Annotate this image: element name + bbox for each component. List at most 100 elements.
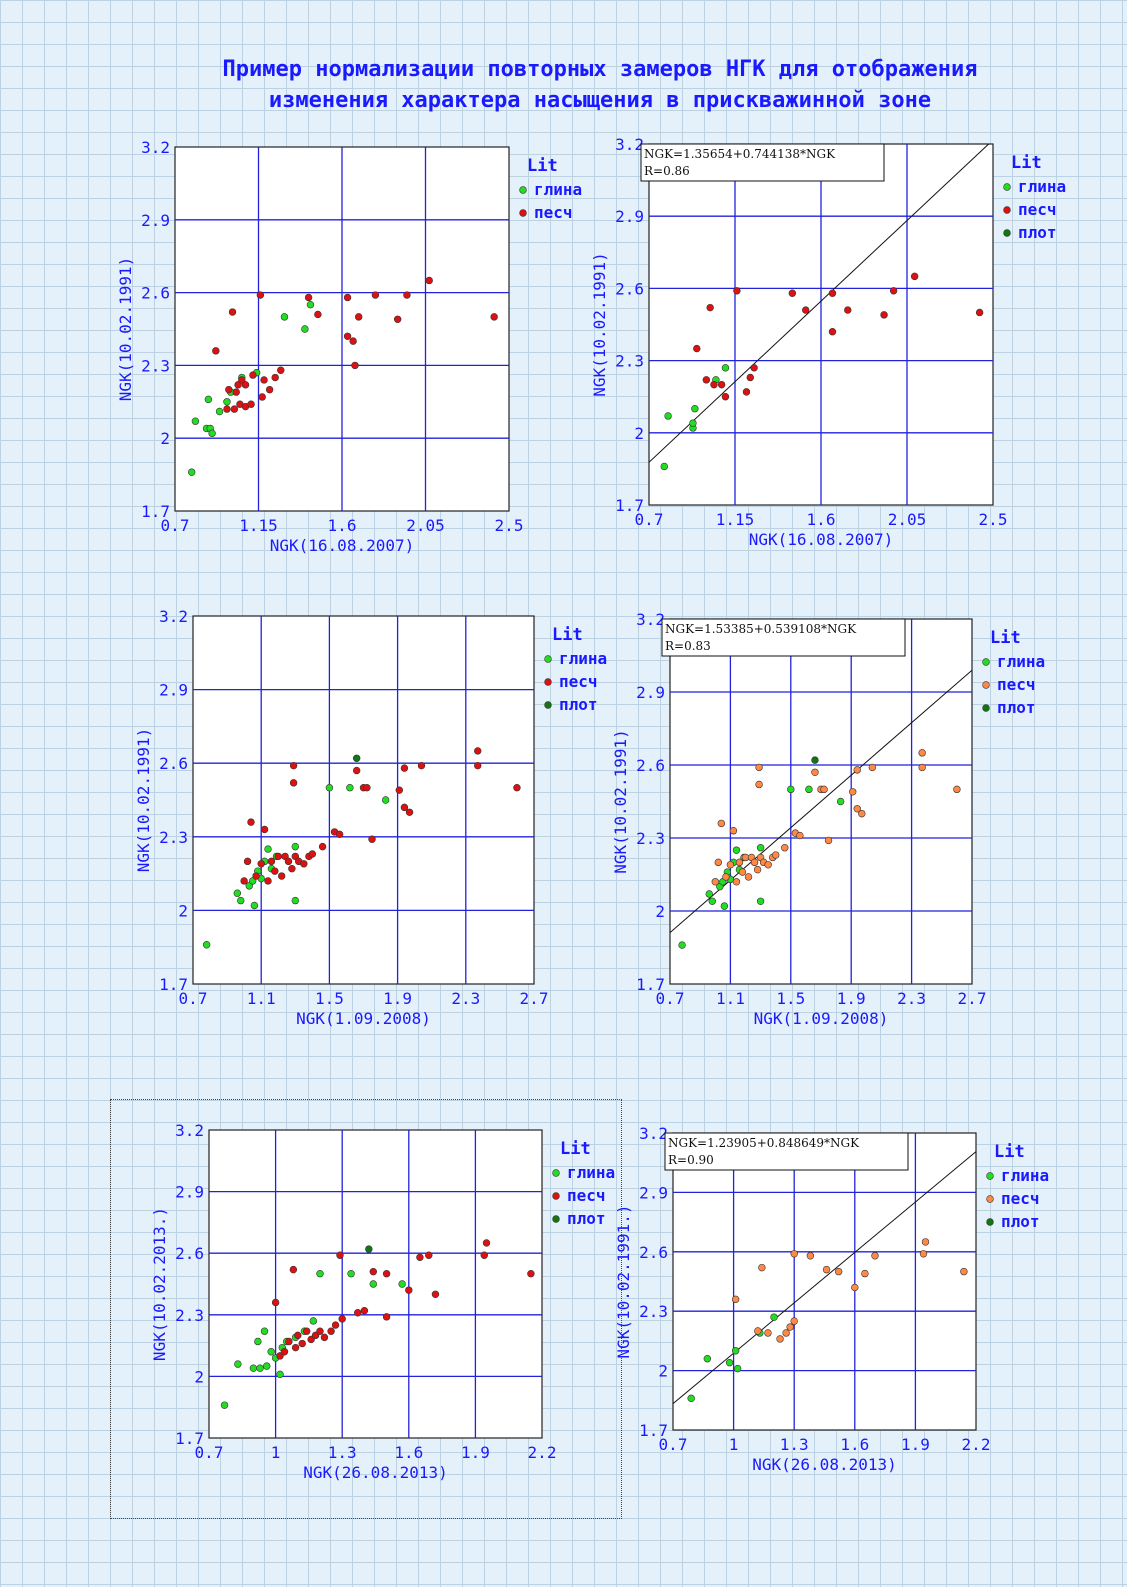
data-point-pesch: [298, 1339, 306, 1348]
y-tick-label: 1.7: [615, 496, 644, 515]
data-point-glina: [306, 301, 315, 309]
data-point-pesch: [212, 347, 220, 355]
data-point-glina: [725, 1358, 734, 1367]
data-point-glina: [687, 1394, 695, 1403]
legend-label: глина: [1001, 1166, 1049, 1185]
y-tick-label: 3.2: [639, 1124, 668, 1143]
legend-marker: [519, 186, 527, 194]
data-point-pesch: [369, 1267, 377, 1276]
data-point-glina: [660, 462, 668, 471]
y-tick-label: 3.2: [141, 138, 170, 157]
data-point-pesch: [264, 877, 272, 885]
data-point-pesch: [975, 308, 984, 317]
data-point-pesch: [363, 784, 371, 792]
legend-title: Lit: [994, 1142, 1025, 1162]
data-point-pesch: [858, 809, 866, 818]
data-point-pesch: [351, 361, 359, 370]
data-point-pesch: [742, 388, 751, 396]
data-point-pesch: [480, 1251, 488, 1259]
data-point-pesch: [822, 1265, 831, 1274]
equation-box: [640, 143, 885, 182]
data-point-pesch: [706, 303, 714, 312]
data-point-glina: [260, 1327, 269, 1335]
x-tick-label: 1: [729, 1435, 739, 1454]
legend-label: песч: [567, 1186, 606, 1205]
data-point-pesch: [721, 393, 730, 401]
data-point-pesch: [277, 366, 285, 374]
data-point-glina: [664, 412, 672, 420]
legend-marker: [986, 1172, 994, 1180]
y-tick-label: 2.3: [639, 1302, 668, 1321]
y-tick-label: 2.9: [636, 683, 665, 702]
data-point-pesch: [247, 400, 255, 408]
data-point-glina: [346, 784, 354, 792]
x-tick-label: 2.7: [958, 989, 987, 1008]
y-tick-label: 2.3: [615, 352, 644, 371]
data-point-glina: [263, 1362, 271, 1370]
data-point-glina: [721, 364, 730, 372]
data-point-pesch: [256, 291, 265, 299]
y-tick-label: 2.6: [639, 1243, 668, 1262]
chart-3: 0.7 1.1 1.5 1.9 2.3 2.7 1.7 2 2.3 2.6 2.9 3.2 NGK(1.…: [134, 607, 607, 1028]
data-point-glina: [215, 407, 224, 416]
data-point-pesch: [403, 291, 411, 299]
x-tick-label: 1.1: [247, 989, 276, 1008]
data-point-glina: [254, 1337, 262, 1346]
data-point-pesch: [393, 315, 402, 323]
y-axis-label: NGK(10.02.1991): [590, 252, 609, 397]
legend-label: песч: [1001, 1189, 1040, 1208]
data-point-pesch: [828, 289, 837, 297]
y-tick-label: 2.3: [175, 1306, 204, 1325]
data-point-pesch: [722, 873, 730, 881]
chart-5: 0.7 1 1.3 1.6 1.9 2.2 1.7 2 2.3 2.6 2.9 3.2 NGK(26.0…: [150, 1121, 615, 1482]
legend-marker: [1003, 183, 1011, 191]
page-title-line1: Пример нормализации повторных замеров НГ…: [222, 57, 978, 82]
data-point-pesch: [824, 836, 833, 845]
data-point-pesch: [302, 1327, 311, 1335]
data-point-glina: [202, 941, 211, 949]
data-point-pesch: [382, 1270, 391, 1278]
equation-box: [664, 1132, 909, 1171]
data-point-glina: [678, 941, 686, 949]
data-point-glina: [249, 1364, 258, 1372]
data-point-pesch: [811, 768, 819, 776]
chart-6: 0.7 1 1.3 1.6 1.9 2.2 1.7 2 2.3 2.6 2.9 3.2 NGK(26.0…: [614, 1124, 1049, 1474]
equation-text: NGK=1.35654+0.744138*NGK: [644, 147, 836, 161]
equation-text: NGK=1.53385+0.539108*NGK: [665, 622, 857, 636]
data-point-pesch: [336, 1251, 344, 1259]
legend-marker: [552, 1215, 560, 1223]
y-tick-label: 2: [194, 1367, 204, 1386]
data-point-pesch: [490, 313, 498, 321]
data-point-pesch: [425, 276, 433, 285]
x-tick-label: 1.5: [315, 989, 344, 1008]
selection-frame: [110, 1099, 622, 1519]
data-point-glina: [233, 889, 242, 897]
x-tick-label: 0.7: [179, 989, 208, 1008]
legend-marker: [1003, 229, 1011, 237]
legend-title: Lit: [552, 625, 583, 645]
data-point-glina: [204, 395, 213, 404]
data-point-pesch: [711, 878, 719, 886]
x-tick-label: 1: [271, 1443, 281, 1462]
y-tick-label: 1.7: [141, 502, 170, 521]
x-axis-label: NGK(26.08.2013): [752, 1455, 897, 1474]
y-axis-label: NGK(10.02.1991.): [614, 1204, 633, 1358]
x-tick-label: 2.5: [979, 510, 1008, 529]
data-point-pesch: [702, 376, 711, 384]
y-tick-label: 2.3: [636, 829, 665, 848]
data-point-pesch: [786, 1323, 794, 1331]
regression-line: [649, 144, 990, 463]
y-tick-label: 2.9: [175, 1183, 204, 1202]
data-point-pesch: [417, 761, 426, 770]
data-point-glina: [756, 897, 765, 905]
legend-title: Lit: [560, 1139, 591, 1159]
data-point-pesch: [238, 376, 246, 384]
data-point-pesch: [294, 1331, 302, 1340]
y-tick-label: 2.9: [159, 681, 188, 700]
data-point-pesch: [416, 1253, 424, 1262]
x-tick-label: 0.7: [195, 1443, 224, 1462]
y-tick-label: 2: [655, 902, 665, 921]
data-point-pesch: [764, 1329, 772, 1337]
data-point-pesch: [754, 1327, 762, 1335]
r-value-text: R=0.86: [644, 164, 690, 178]
